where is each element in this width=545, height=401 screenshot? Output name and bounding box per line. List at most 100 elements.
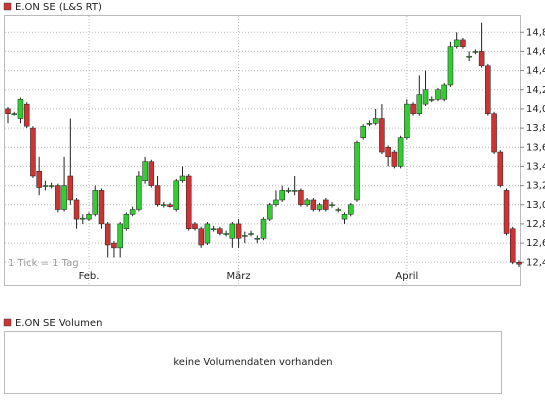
candle-body [485, 65, 491, 114]
y-tick-label: 12,6 [526, 238, 545, 249]
candle-body [503, 190, 510, 234]
y-tick-label: 13,4 [526, 161, 545, 172]
candle-body [30, 127, 36, 177]
candle-body [210, 228, 217, 230]
candle-body [23, 103, 30, 127]
candle-body [11, 113, 17, 115]
candle-body [185, 175, 192, 229]
x-tick-label: April [395, 271, 418, 282]
candle-body [391, 151, 398, 167]
candle-body [285, 190, 292, 192]
candle-body [291, 190, 298, 192]
candle-body [204, 223, 211, 244]
candle-body [385, 147, 391, 158]
candle-body [323, 199, 329, 210]
plot-frame [4, 15, 521, 286]
candle-body [223, 233, 229, 235]
candle-body [510, 228, 516, 263]
candle-body [148, 161, 155, 186]
candle-body [360, 125, 366, 138]
candle-body [198, 228, 204, 246]
candle-body [55, 185, 61, 210]
candle-body [42, 185, 49, 187]
candle-body [316, 204, 323, 210]
candle-body [279, 190, 285, 201]
candle-body [460, 39, 466, 47]
volume-frame [4, 331, 502, 394]
volume-title: E.ON SE Volumen [15, 318, 102, 329]
y-tick-label: 13,6 [526, 142, 545, 153]
candle-body [329, 204, 335, 206]
candle-body [254, 238, 261, 240]
candle-body [104, 223, 111, 246]
candle-body [497, 151, 504, 186]
x-tick-label: Feb. [79, 271, 100, 282]
candle-body [354, 142, 360, 201]
tick-note: 1 Tick = 1 Tag [8, 258, 79, 269]
candle-body [379, 118, 385, 153]
candle-body [48, 185, 55, 187]
candle-body [341, 214, 348, 220]
candle-body [36, 170, 42, 188]
candle-body [273, 199, 279, 205]
candle-body [98, 190, 105, 225]
candle-body [229, 223, 236, 239]
candle-body [136, 175, 142, 210]
candle-body [397, 137, 404, 167]
candle-body [310, 199, 317, 210]
y-tick-label: 14,4 [526, 66, 545, 77]
y-tick-label: 14,2 [526, 85, 545, 96]
candle-body [429, 99, 435, 101]
candle-body [67, 175, 74, 201]
candle-body [111, 242, 117, 249]
volume-message: keine Volumendaten vorhanden [173, 357, 332, 368]
candle-body [372, 118, 379, 124]
y-tick-label: 12,8 [526, 219, 545, 230]
candle-body [478, 51, 485, 67]
candle-body [404, 103, 410, 138]
legend-swatch [3, 2, 12, 11]
candle-body [416, 94, 423, 114]
candle-body [441, 84, 447, 100]
y-tick-label: 12,4 [526, 257, 545, 268]
y-tick-label: 14,8 [526, 27, 545, 38]
candle-body [242, 235, 248, 237]
candle-body [173, 180, 180, 210]
candle-body [61, 185, 67, 210]
candle-body [298, 190, 304, 205]
candle-body [410, 103, 416, 114]
candle-body [117, 223, 123, 249]
candle-body [435, 89, 441, 100]
y-tick-label: 13,2 [526, 181, 545, 192]
x-tick-label: März [227, 271, 251, 282]
candle-body [92, 190, 98, 215]
candle-body [129, 209, 136, 215]
candle-body [248, 233, 254, 235]
candle-body [235, 223, 242, 239]
candle-body [80, 217, 86, 220]
candle-body [154, 185, 161, 205]
candle-body [366, 123, 373, 125]
candle-body [516, 262, 522, 265]
y-tick-label: 13,0 [526, 200, 545, 211]
candle-body [266, 204, 273, 220]
candle-body [335, 209, 342, 211]
candle-body [142, 161, 148, 182]
candle-body [447, 46, 454, 86]
candle-body [161, 204, 167, 206]
candle-body [304, 199, 310, 205]
y-tick-label: 14,0 [526, 104, 545, 115]
candle-body [466, 55, 472, 58]
candle-body [179, 175, 186, 182]
candle-body [167, 204, 173, 207]
legend-swatch [3, 318, 12, 327]
chart-title: E.ON SE (L&S RT) [15, 2, 102, 13]
candle-body [453, 39, 460, 47]
candle-body [260, 218, 267, 239]
candle-body [347, 204, 354, 215]
candle-body [472, 51, 479, 53]
candle-body [217, 228, 223, 234]
candle-body [5, 108, 11, 114]
candle-body [123, 214, 130, 229]
